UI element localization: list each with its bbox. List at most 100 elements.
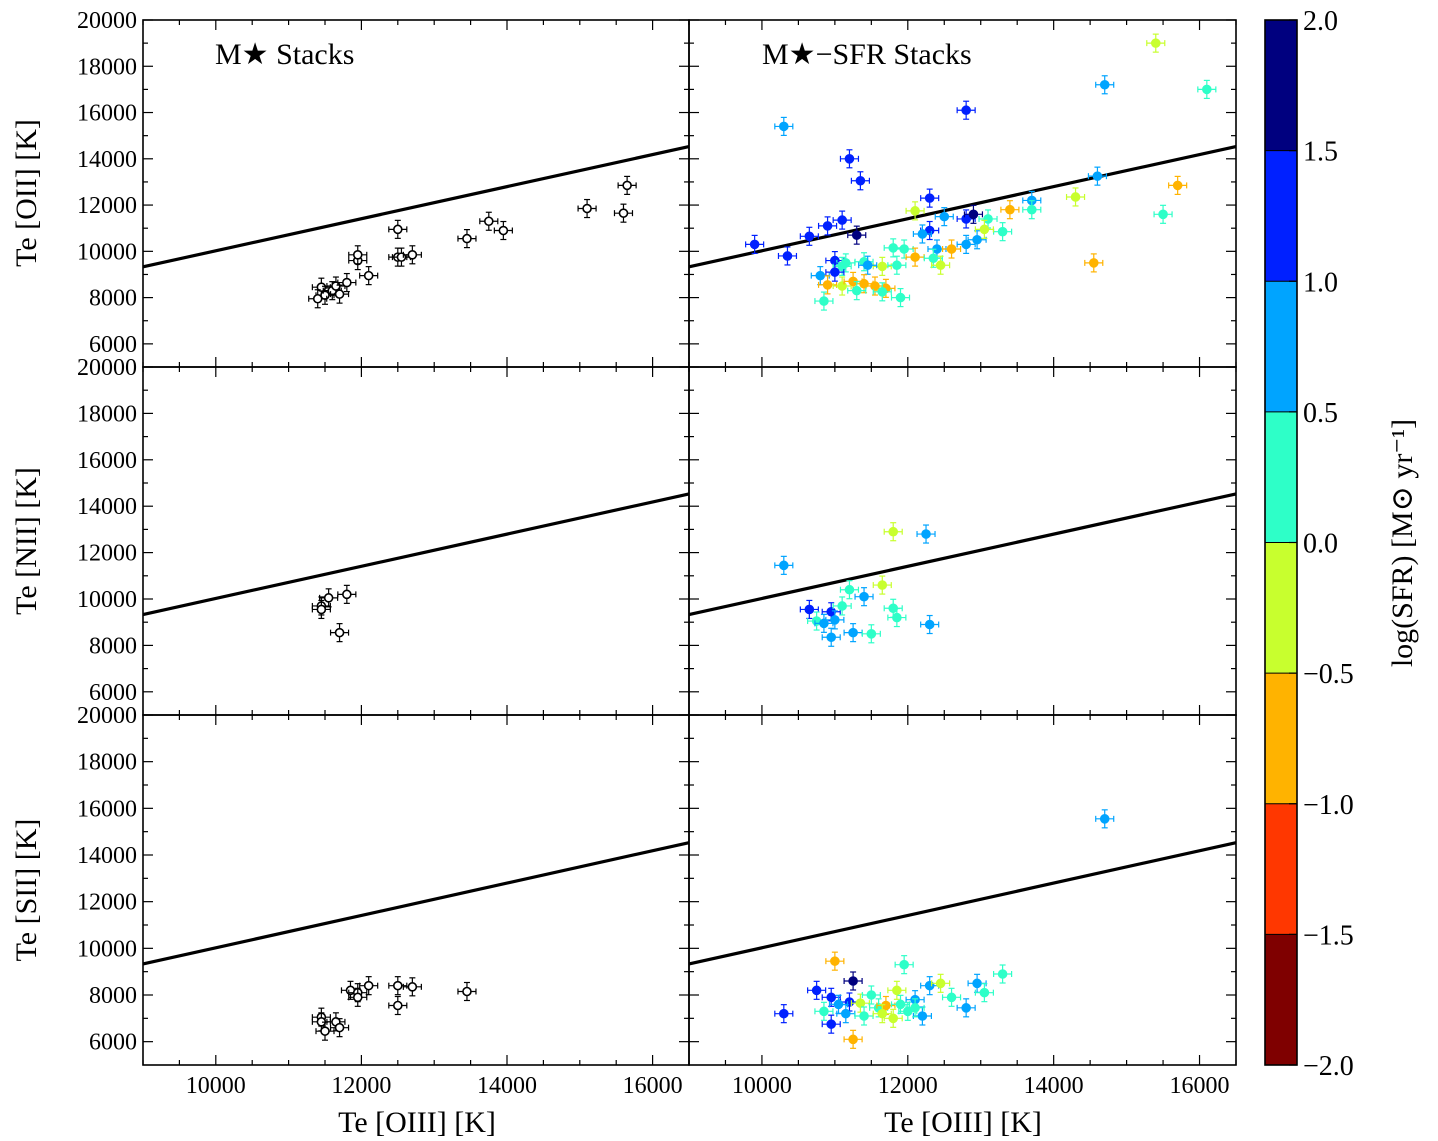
data-point <box>887 607 907 628</box>
data-point <box>847 225 867 245</box>
axes-frame <box>142 714 690 1066</box>
marker <box>862 260 873 271</box>
marker <box>462 986 472 997</box>
data-point <box>974 983 994 1003</box>
data-point <box>329 284 350 304</box>
data-point <box>920 188 940 208</box>
marker <box>877 1008 888 1019</box>
axes-frame <box>142 19 690 368</box>
data-point <box>920 614 940 635</box>
panel-sii-right: 10000 12000 14000 16000 <box>688 714 1237 1099</box>
marker <box>1172 180 1183 191</box>
marker <box>804 604 815 615</box>
marker <box>830 267 840 277</box>
marker <box>1158 209 1168 220</box>
marker <box>334 627 345 638</box>
colorbar-tick-label: 2.0 <box>1303 6 1338 37</box>
marker <box>833 999 844 1010</box>
marker <box>946 244 957 254</box>
marker <box>917 229 928 239</box>
relation-line <box>688 144 1237 269</box>
y-tick-label: 10000 <box>77 587 137 613</box>
marker <box>895 999 906 1010</box>
data-point <box>745 234 765 254</box>
y-tick-label: 20000 <box>77 703 137 729</box>
data-point <box>861 985 881 1005</box>
marker <box>1070 192 1081 202</box>
marker <box>779 121 789 132</box>
marker <box>961 1003 971 1013</box>
marker <box>888 243 899 253</box>
marker <box>1026 204 1037 215</box>
data-point <box>887 255 907 275</box>
data-point <box>832 210 852 230</box>
colorbar-segment <box>1265 803 1297 935</box>
data-point <box>839 149 860 169</box>
marker <box>837 261 847 272</box>
marker <box>928 253 939 264</box>
marker <box>866 628 877 639</box>
axes-frame <box>688 714 1237 1066</box>
marker <box>342 589 352 600</box>
colorbar-tick-label: −2.0 <box>1303 1051 1354 1082</box>
data-point <box>821 1014 841 1034</box>
data-point <box>941 987 962 1007</box>
x-tick-label: 10000 <box>732 1073 792 1099</box>
y-tick-label: 20000 <box>77 355 137 381</box>
y-tick-label: 12000 <box>77 193 137 219</box>
marker <box>866 990 877 1000</box>
data-point <box>905 201 925 221</box>
marker <box>618 208 629 218</box>
colorbar-tick-label: 1.5 <box>1303 137 1338 168</box>
marker <box>961 239 971 250</box>
data-point <box>1022 200 1042 220</box>
data-point <box>967 230 987 250</box>
marker <box>1099 79 1110 90</box>
marker <box>910 1003 920 1013</box>
marker <box>819 1006 829 1017</box>
data-point <box>993 964 1013 984</box>
colorbar-tick-label: −0.5 <box>1303 659 1354 690</box>
marker <box>826 606 837 617</box>
y-tick-label: 6000 <box>89 332 137 358</box>
marker <box>582 203 592 214</box>
data-point <box>858 255 878 275</box>
y-tick-label: 18000 <box>77 750 137 776</box>
marker <box>363 980 374 991</box>
marker <box>334 1022 345 1033</box>
colorbar-segment <box>1265 281 1297 412</box>
data-point <box>1095 809 1115 829</box>
data-point <box>941 239 962 259</box>
axes-frame <box>688 366 1237 716</box>
marker <box>826 1019 837 1029</box>
y-tick-label: 18000 <box>77 401 137 427</box>
marker <box>837 281 847 291</box>
data-point <box>493 220 513 241</box>
marker <box>877 580 888 590</box>
y-tick-label: 14000 <box>77 494 137 520</box>
marker <box>979 224 990 235</box>
data-point <box>850 993 870 1013</box>
marker <box>334 289 345 299</box>
marker <box>316 604 327 615</box>
marker <box>498 225 509 236</box>
marker <box>407 982 418 992</box>
data-point <box>799 226 819 246</box>
data-point <box>956 100 976 120</box>
marker <box>819 296 829 306</box>
y-tick-label: 10000 <box>77 239 137 265</box>
data-point <box>799 599 819 620</box>
marker <box>924 619 935 630</box>
marker <box>851 230 862 240</box>
data-point <box>817 216 838 236</box>
marker <box>855 175 866 186</box>
x-tick-label: 12000 <box>878 1073 938 1099</box>
data-point <box>1087 166 1108 186</box>
data-point <box>337 272 357 293</box>
data-point <box>1065 187 1086 207</box>
data-point <box>577 198 597 219</box>
marker <box>895 292 906 303</box>
data-point <box>1084 253 1104 273</box>
panel-oii-right <box>688 19 1237 368</box>
y-tick-label: 6000 <box>89 680 137 706</box>
